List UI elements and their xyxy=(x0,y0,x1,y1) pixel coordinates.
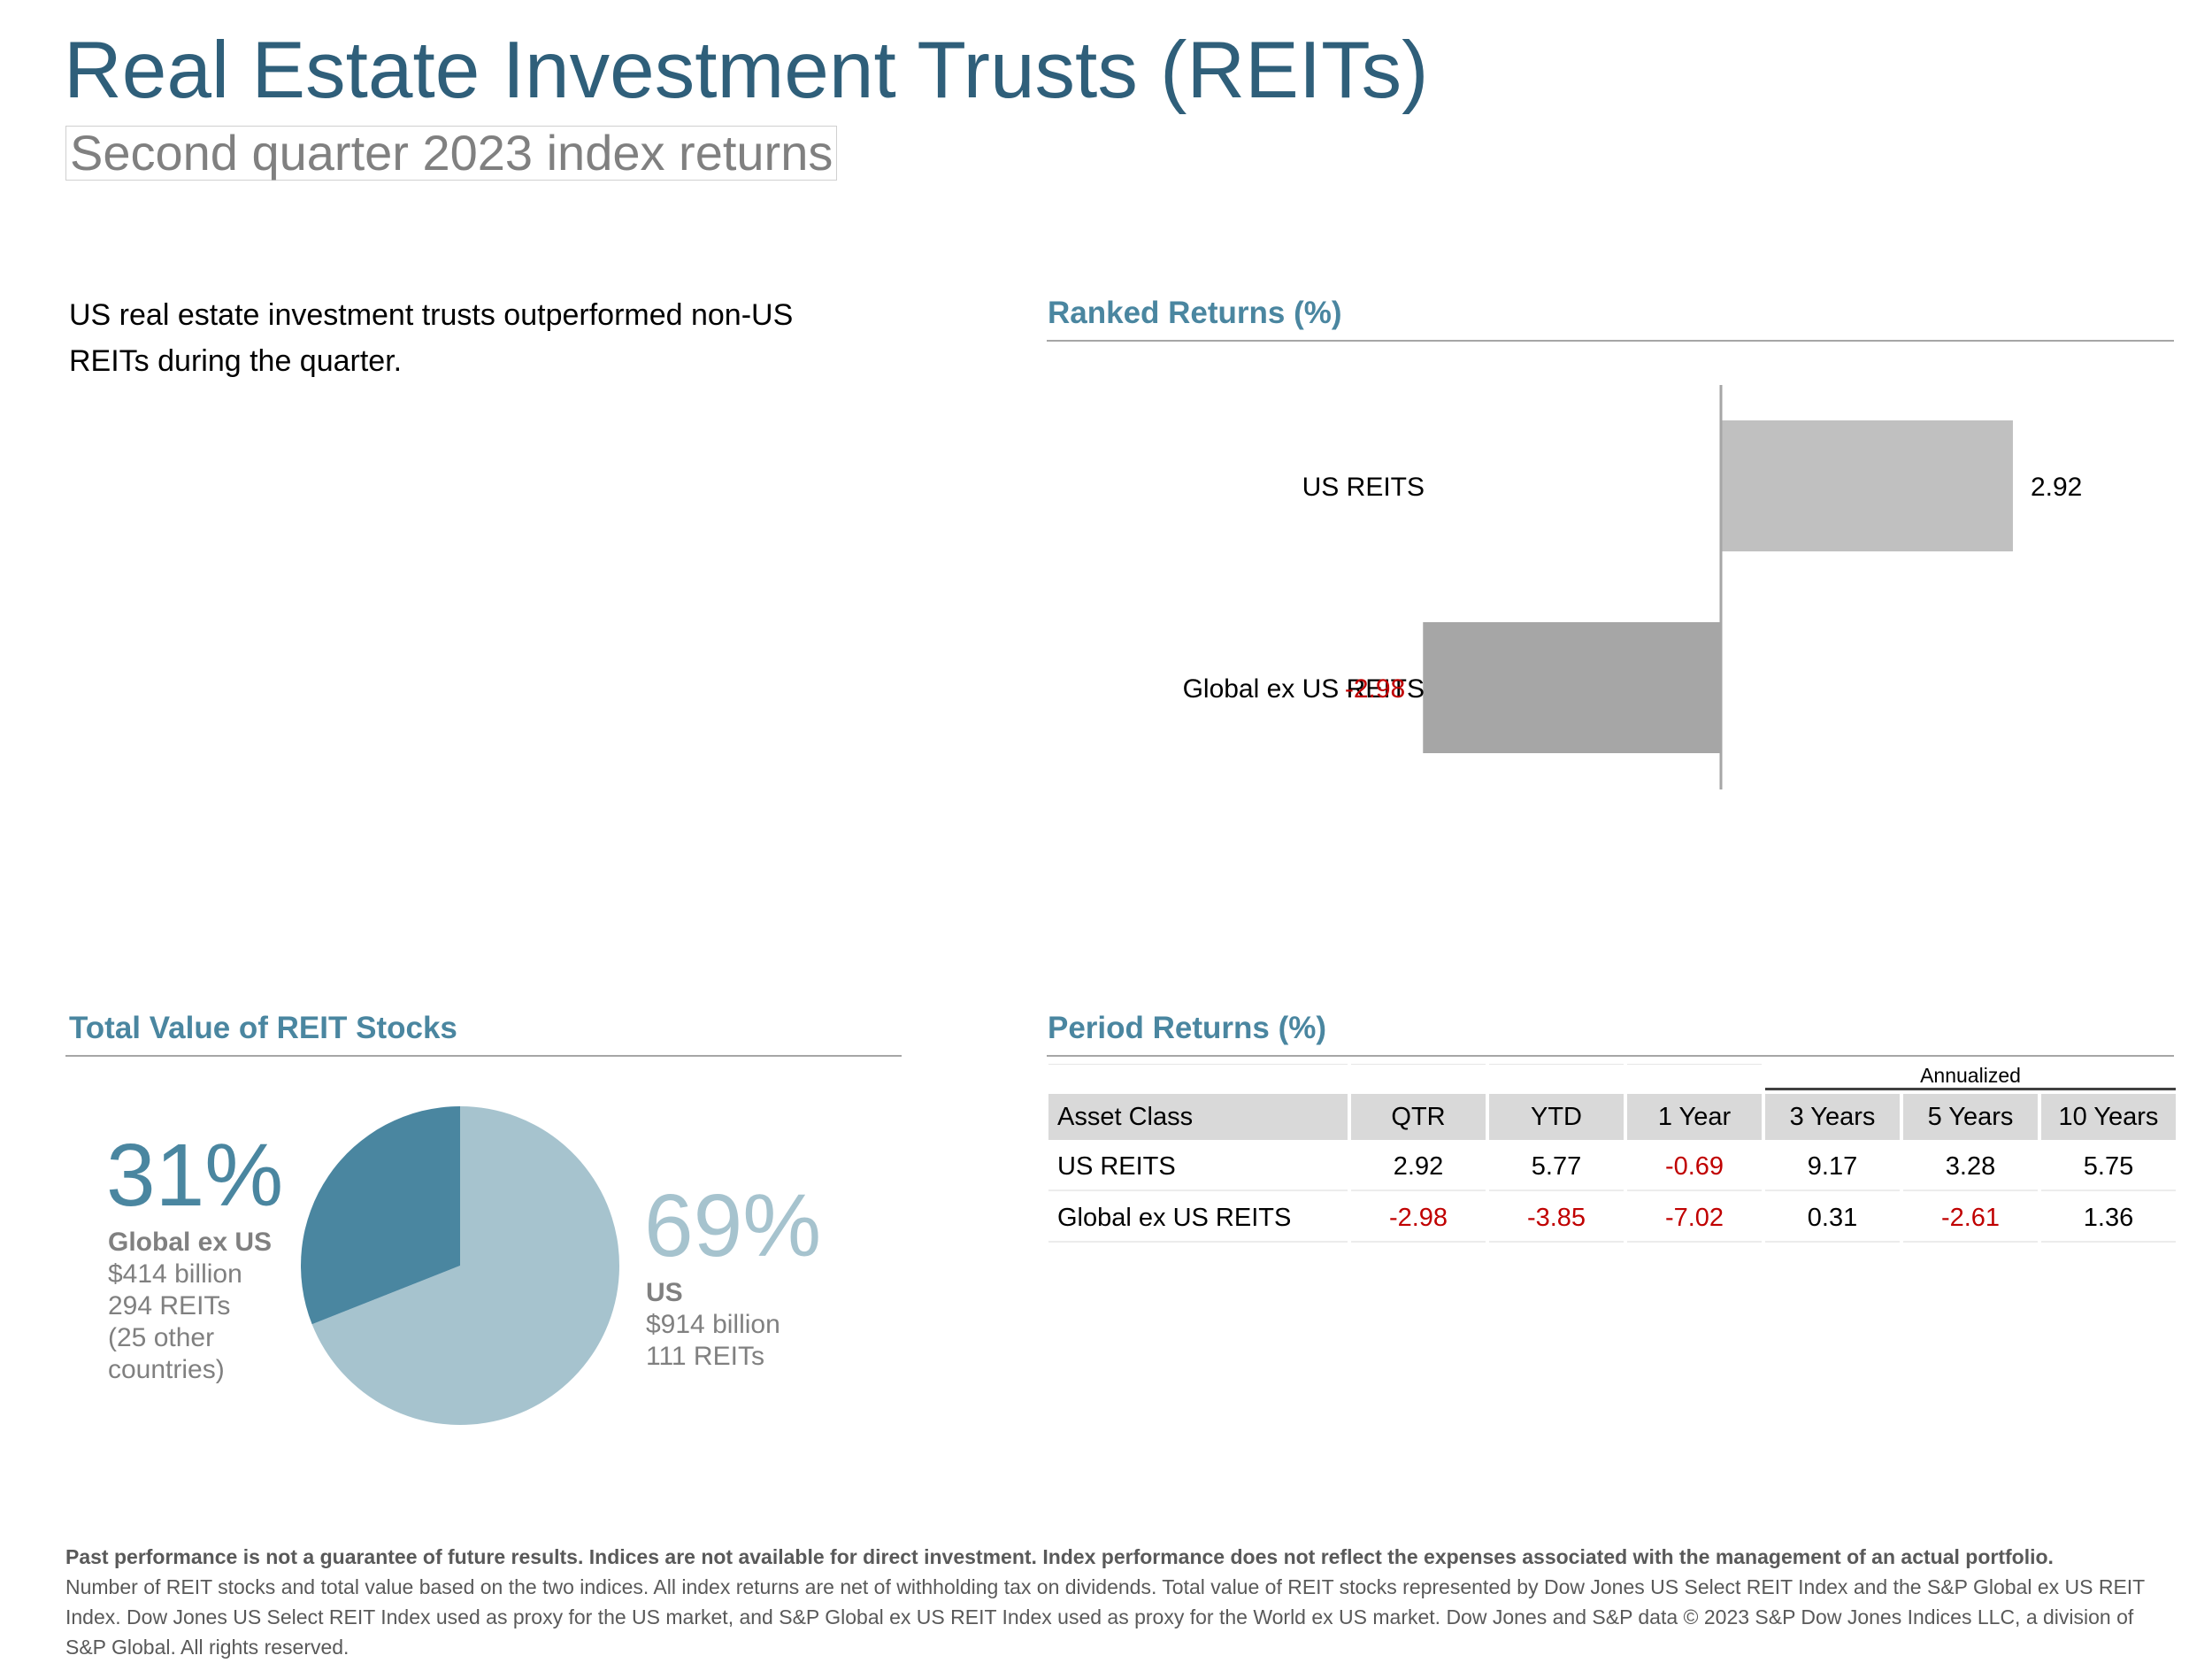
category-label: Global ex US REITS xyxy=(1183,674,1425,704)
table-cell: -2.98 xyxy=(1351,1195,1486,1243)
footer-disclaimer: Past performance is not a guarantee of f… xyxy=(65,1542,2162,1662)
ranked-returns-rule xyxy=(1047,340,2174,342)
total-value-title: Total Value of REIT Stocks xyxy=(69,1011,457,1045)
us-value: $914 billion xyxy=(646,1310,780,1339)
data-label: -2.98 xyxy=(1345,674,1405,704)
page-title: Real Estate Investment Trusts (REITs) xyxy=(64,26,1429,115)
annualized-label: Annualized xyxy=(1765,1064,2176,1090)
bar-1 xyxy=(1423,622,1721,753)
us-count: 111 REITs xyxy=(646,1342,764,1371)
header-row: Asset Class QTR YTD 1 Year 3 Years 5 Yea… xyxy=(1048,1094,2176,1140)
table-cell: -2.61 xyxy=(1903,1195,2038,1243)
table-cell: -3.85 xyxy=(1489,1195,1624,1243)
global-name: Global ex US xyxy=(108,1228,273,1257)
period-returns-rule xyxy=(1047,1055,2174,1057)
table-cell: 5.75 xyxy=(2041,1143,2176,1191)
table-cell: 3.28 xyxy=(1903,1143,2038,1191)
global-pct-label: 31% xyxy=(106,1126,284,1225)
global-note: (25 other countries) xyxy=(108,1323,225,1384)
ranked-returns-title: Ranked Returns (%) xyxy=(1048,296,1342,330)
col-header: 1 Year xyxy=(1627,1094,1762,1140)
footer-bold-text: Past performance is not a guarantee of f… xyxy=(65,1545,2054,1568)
bar-0 xyxy=(1721,420,2013,551)
table-row: US REITS 2.92 5.77 -0.69 9.17 3.28 5.75 xyxy=(1048,1143,2176,1191)
period-returns-title: Period Returns (%) xyxy=(1048,1011,1327,1045)
table-row: Global ex US REITS -2.98 -3.85 -7.02 0.3… xyxy=(1048,1195,2176,1243)
row-label: US REITS xyxy=(1048,1143,1348,1191)
row-label: Global ex US REITS xyxy=(1048,1195,1348,1243)
total-value-rule xyxy=(65,1055,902,1057)
col-header: QTR xyxy=(1351,1094,1486,1140)
category-label: US REITS xyxy=(1302,473,1425,502)
annualized-row: Annualized xyxy=(1048,1064,2176,1090)
intro-text: US real estate investment trusts outperf… xyxy=(69,298,794,378)
global-count: 294 REITs xyxy=(108,1291,231,1320)
pie-slice-us xyxy=(311,1106,619,1425)
global-value: $414 billion xyxy=(108,1259,242,1289)
period-returns-table: Annualized Asset Class QTR YTD 1 Year 3 … xyxy=(1045,1060,2179,1246)
ranked-returns-chart: US REITS 2.92 Global ex US REITS-2.98 xyxy=(1183,385,2082,789)
reit-value-pie-chart xyxy=(301,1106,619,1425)
col-header: 5 Years xyxy=(1903,1094,2038,1140)
table-cell: 5.77 xyxy=(1489,1143,1624,1191)
table-cell: -7.02 xyxy=(1627,1195,1762,1243)
table-cell: -0.69 xyxy=(1627,1143,1762,1191)
col-header: Asset Class xyxy=(1048,1094,1348,1140)
table-cell: 0.31 xyxy=(1765,1195,1900,1243)
page-subtitle: Second quarter 2023 index returns xyxy=(65,126,838,181)
footer-text: Number of REIT stocks and total value ba… xyxy=(65,1575,2145,1659)
col-header: YTD xyxy=(1489,1094,1624,1140)
us-details: US $914 billion 111 REITs xyxy=(646,1277,876,1373)
pie-slice-global-ex-us xyxy=(301,1106,460,1325)
col-header: 3 Years xyxy=(1765,1094,1900,1140)
table-cell: 2.92 xyxy=(1351,1143,1486,1191)
us-name: US xyxy=(646,1278,683,1307)
us-pct-label: 69% xyxy=(644,1176,822,1275)
table-cell: 9.17 xyxy=(1765,1143,1900,1191)
table-cell: 1.36 xyxy=(2041,1195,2176,1243)
data-label: 2.92 xyxy=(2031,473,2082,502)
col-header: 10 Years xyxy=(2041,1094,2176,1140)
global-details: Global ex US $414 billion 294 REITs (25 … xyxy=(108,1227,303,1386)
